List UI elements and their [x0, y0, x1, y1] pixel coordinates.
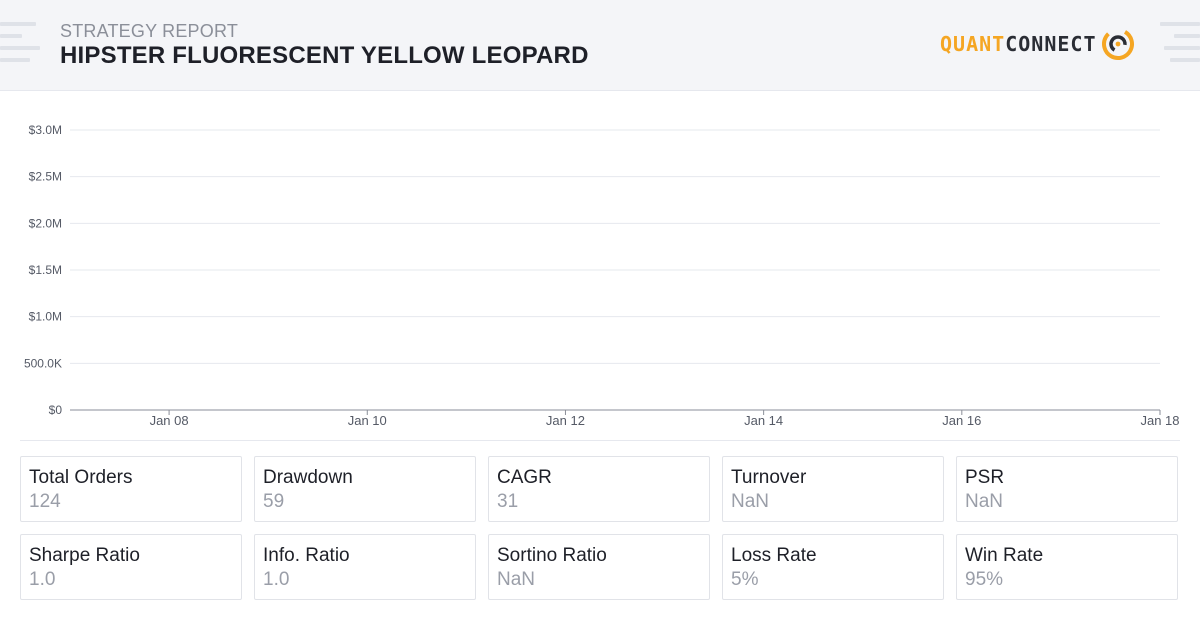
x-tick-label: Jan 16 [942, 413, 981, 428]
equity-chart: $0 500.0K $1.0M $1.5M $2.0M $2.5M $3.0M Jan 08… [24, 123, 1180, 428]
x-tick-label: Jan 18 [1140, 413, 1179, 428]
stat-card: Total Orders 124 [20, 456, 242, 522]
stat-value: 1.0 [29, 569, 56, 590]
stat-label: Sortino Ratio [497, 545, 607, 566]
y-tick-label: $2.0M [29, 216, 62, 230]
stat-card: Sortino Ratio NaN [488, 534, 710, 600]
stat-label: Win Rate [965, 545, 1044, 566]
stat-label: Total Orders [29, 467, 133, 488]
x-axis: Jan 08 Jan 10 Jan 12 Jan 14 Jan 16 Jan 18 [150, 410, 1180, 428]
stat-label: Loss Rate [731, 545, 817, 566]
stat-card: Drawdown 59 [254, 456, 476, 522]
stat-value: NaN [731, 491, 770, 512]
stat-card: Loss Rate 5% [722, 534, 944, 600]
report-title: HIPSTER FLUORESCENT YELLOW LEOPARD [60, 42, 589, 69]
x-tick-label: Jan 14 [744, 413, 783, 428]
stat-value: 124 [29, 491, 61, 512]
logo-text-quant: QUANT [940, 32, 1006, 56]
report-subtitle: STRATEGY REPORT [60, 21, 239, 41]
y-tick-label: $2.5M [29, 170, 62, 184]
report-header: STRATEGY REPORT HIPSTER FLUORESCENT YELL… [0, 0, 1200, 91]
stat-label: Info. Ratio [263, 545, 350, 566]
section-divider [20, 440, 1180, 441]
stat-label: Drawdown [263, 467, 353, 488]
stat-label: Turnover [731, 467, 807, 488]
header-decoration-right [1160, 22, 1200, 70]
y-axis: $0 500.0K $1.0M $1.5M $2.0M $2.5M $3.0M [24, 123, 62, 417]
stat-card: Sharpe Ratio 1.0 [20, 534, 242, 600]
y-tick-label: $1.0M [29, 310, 62, 324]
stat-card: CAGR 31 [488, 456, 710, 522]
quantconnect-logo: QUANT CONNECT [940, 24, 1135, 64]
stat-card: Info. Ratio 1.0 [254, 534, 476, 600]
stat-value: 5% [731, 569, 759, 590]
header-decoration-left [0, 22, 40, 70]
chart-grid [70, 129, 1160, 411]
stat-value: 95% [965, 569, 1004, 590]
stat-value: 59 [263, 491, 285, 512]
y-tick-label: $0 [49, 403, 63, 417]
logo-text-connect: CONNECT [1005, 32, 1097, 56]
stat-value: 1.0 [263, 569, 290, 590]
stat-value: 31 [497, 491, 519, 512]
x-tick-label: Jan 08 [150, 413, 189, 428]
stat-label: CAGR [497, 467, 552, 488]
x-tick-label: Jan 10 [348, 413, 387, 428]
stat-label: PSR [965, 467, 1005, 488]
stat-card: Turnover NaN [722, 456, 944, 522]
stat-label: Sharpe Ratio [29, 545, 140, 566]
x-tick-label: Jan 12 [546, 413, 585, 428]
stat-value: NaN [497, 569, 536, 590]
stat-value: NaN [965, 491, 1004, 512]
y-tick-label: 500.0K [24, 356, 62, 370]
logo-mark-icon [1101, 28, 1134, 60]
stat-card: Win Rate 95% [956, 534, 1178, 600]
y-tick-label: $1.5M [29, 263, 62, 277]
y-tick-label: $3.0M [29, 123, 62, 137]
stat-card: PSR NaN [956, 456, 1178, 522]
